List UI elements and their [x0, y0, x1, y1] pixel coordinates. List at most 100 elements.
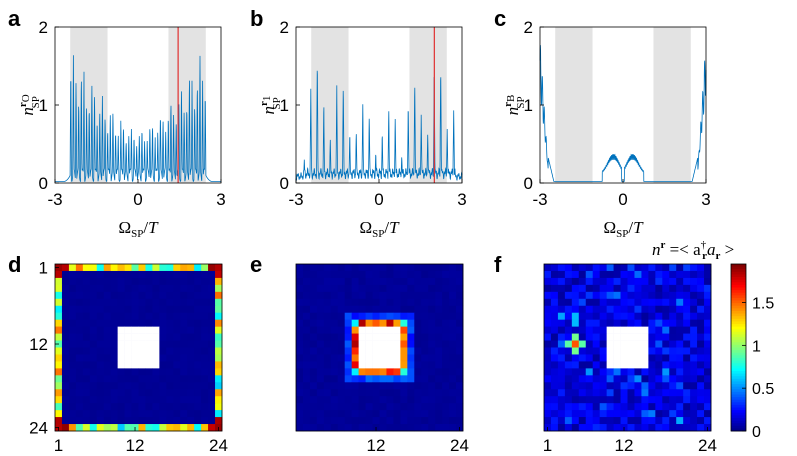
heat-cell [386, 312, 394, 320]
heat-cell [557, 389, 566, 397]
heat-cell [309, 333, 318, 341]
heat-cell [372, 375, 380, 383]
heat-cell [194, 319, 202, 327]
heat-cell [676, 347, 684, 355]
heat-cell [585, 410, 594, 418]
heat-cell [648, 417, 656, 425]
heat-cell [386, 333, 394, 341]
heat-cell [96, 312, 105, 320]
heat-cell [704, 277, 712, 286]
heat-cell [599, 424, 607, 432]
heat-cell [201, 354, 209, 362]
heat-cell [180, 347, 188, 355]
heat-cell [159, 264, 167, 272]
heat-cell [180, 417, 188, 425]
heat-cell [564, 417, 573, 425]
heat-cell [655, 326, 663, 334]
heat-cell [641, 382, 649, 390]
heat-cell [435, 298, 443, 307]
heat-cell [442, 396, 450, 404]
heat-cell [414, 417, 422, 425]
heat-cell [421, 403, 429, 411]
heat-cell [435, 410, 443, 418]
heat-cell [61, 291, 70, 300]
heat-cell [571, 340, 580, 348]
heat-cell [550, 312, 559, 320]
heat-cell [592, 375, 600, 383]
heat-cell [372, 277, 380, 286]
axes-box-f [543, 263, 712, 432]
heat-cell [201, 326, 209, 334]
heat-cell [145, 368, 153, 376]
heat-cell [82, 326, 91, 334]
cb-eq: =< a [665, 240, 701, 259]
heat-cell [641, 417, 649, 425]
colorbar-tick-label: 1.5 [752, 296, 774, 313]
heat-cell [194, 389, 202, 397]
heat-cell [648, 368, 656, 376]
heat-cell [372, 319, 380, 327]
heat-cell [379, 333, 387, 341]
heat-cell [379, 368, 387, 376]
heat-cell [159, 382, 167, 390]
heat-cell [634, 333, 642, 341]
colorbar-segment [731, 415, 746, 419]
heat-cell [201, 361, 209, 369]
heat-cell [400, 340, 408, 348]
heat-cell [571, 396, 580, 404]
heat-cell [634, 298, 642, 307]
heat-cell [544, 382, 552, 390]
heat-cell [344, 277, 352, 286]
heat-cell [606, 368, 614, 376]
heat-cell [407, 333, 415, 341]
cb-sub-r: r [702, 250, 707, 262]
heat-cell [75, 291, 84, 300]
heat-cell [82, 319, 91, 327]
heat-cell [634, 340, 642, 348]
heat-cell [648, 284, 656, 293]
colorbar-segment [731, 264, 746, 268]
heat-cell [302, 389, 311, 397]
heat-cell [75, 277, 84, 286]
heat-cell [704, 340, 712, 348]
heat-cell [456, 333, 464, 341]
heat-cell [456, 396, 464, 404]
heat-cell [571, 382, 580, 390]
heat-cell [61, 424, 70, 432]
heat-cell [435, 326, 443, 334]
heat-cell [613, 284, 621, 293]
cb-a2: a [707, 240, 716, 259]
heat-cell [690, 382, 698, 390]
heat-cell [393, 354, 401, 362]
heat-cell [599, 312, 607, 320]
heat-cell [117, 305, 125, 314]
heat-cell [585, 277, 594, 286]
heat-cell [215, 284, 223, 293]
heat-cell [592, 354, 600, 362]
heat-cell [124, 354, 132, 362]
heat-cell [187, 368, 195, 376]
heat-cell [145, 319, 153, 327]
heat-cell [55, 417, 63, 425]
heat-cell [676, 319, 684, 327]
heat-cell [208, 403, 216, 411]
heat-cell [166, 396, 174, 404]
heat-cell [386, 326, 394, 334]
heat-cell [620, 326, 628, 334]
heat-cell [550, 333, 559, 341]
heat-cell [634, 312, 642, 320]
heat-cell [669, 403, 677, 411]
heat-cell [442, 340, 450, 348]
heat-cell [683, 312, 691, 320]
heat-cell [442, 347, 450, 355]
heat-cell [393, 382, 401, 390]
heat-cell [372, 396, 380, 404]
heat-cell [89, 333, 98, 341]
heat-cell [544, 375, 552, 383]
heat-cell [166, 389, 174, 397]
heat-cell [138, 410, 146, 418]
heat-cell [449, 403, 457, 411]
heat-cell [138, 264, 146, 272]
heat-cell [75, 319, 84, 327]
